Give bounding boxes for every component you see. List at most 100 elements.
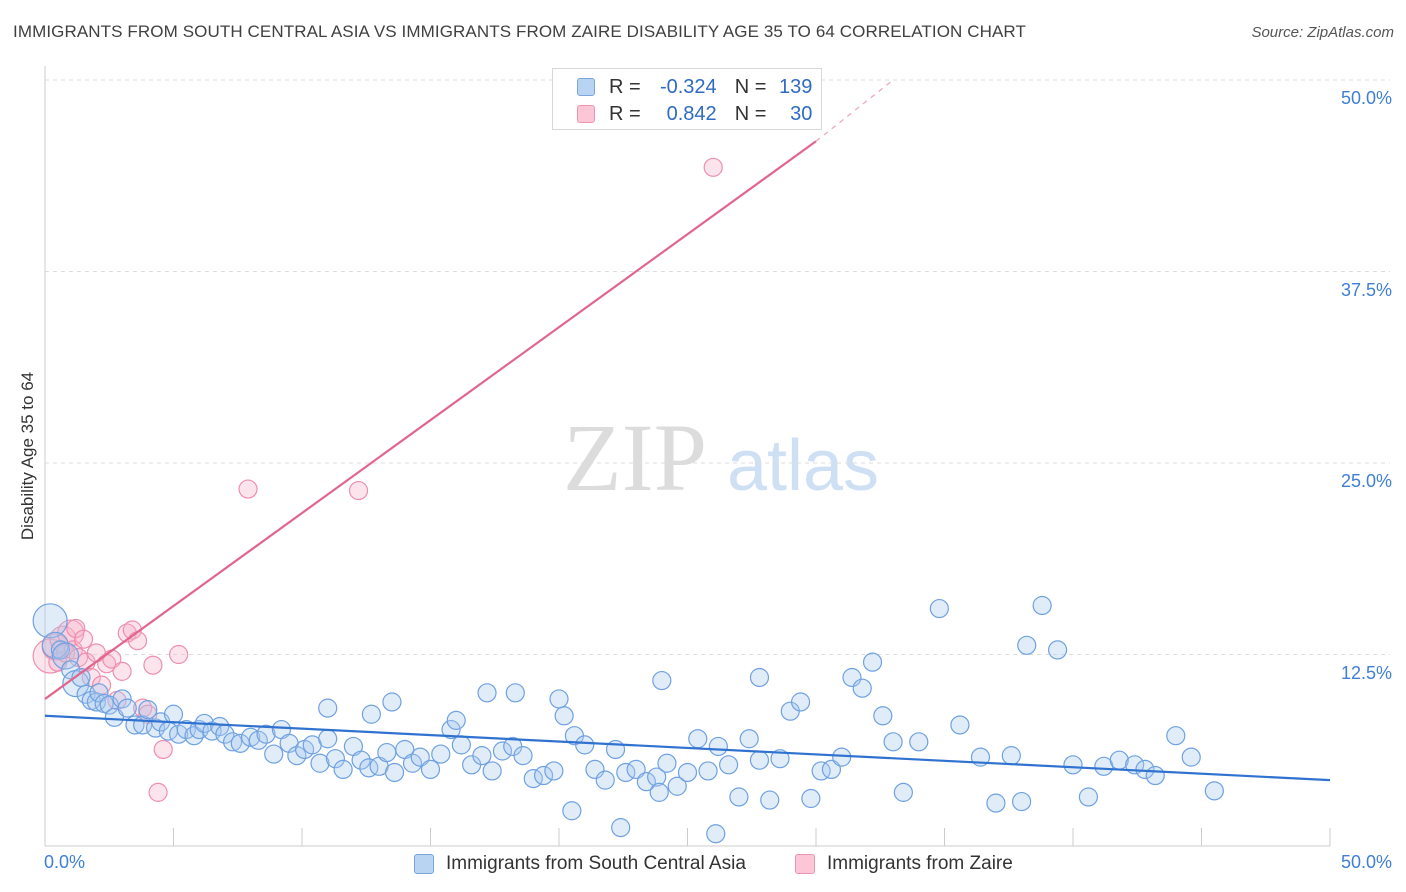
series-south-central-asia-points	[32, 595, 1224, 844]
point-south-central-asia	[562, 801, 582, 821]
legend-n-value: 30	[790, 102, 813, 125]
watermark-atlas: atlas	[727, 426, 879, 506]
point-south-central-asia	[351, 750, 371, 770]
legend-swatch-pink	[795, 854, 815, 874]
point-south-central-asia	[333, 759, 353, 780]
point-south-central-asia	[50, 640, 71, 660]
trendline-south-central-asia	[44, 714, 1331, 782]
legend-r-value: -0.324	[659, 75, 717, 98]
point-south-central-asia	[89, 683, 109, 703]
point-south-central-asia	[138, 700, 158, 720]
point-south-central-asia	[477, 683, 497, 703]
x-tick-label-max: 50.0%	[1340, 852, 1392, 872]
point-south-central-asia	[420, 759, 441, 780]
point-south-central-asia	[811, 761, 831, 781]
point-south-central-asia	[929, 598, 949, 619]
point-south-central-asia	[790, 692, 811, 712]
point-south-central-asia	[264, 744, 284, 764]
point-south-central-asia	[749, 667, 770, 688]
point-south-central-asia	[377, 742, 397, 763]
point-south-central-asia	[382, 692, 402, 712]
point-south-central-asia	[909, 732, 929, 752]
point-south-central-asia	[706, 824, 726, 844]
x-tick-label-min: 0.0%	[44, 852, 86, 872]
point-south-central-asia	[482, 761, 502, 781]
point-south-central-asia	[384, 762, 405, 783]
legend-r-key: R =	[609, 75, 641, 98]
legend-n-key: N =	[734, 75, 767, 98]
point-zaire	[703, 157, 723, 177]
point-south-central-asia	[729, 787, 749, 807]
legend-label-zaire: Immigrants from Zaire	[827, 853, 1013, 874]
point-south-central-asia	[505, 683, 525, 703]
point-south-central-asia	[533, 765, 554, 786]
point-south-central-asia	[549, 689, 569, 709]
point-south-central-asia	[1204, 781, 1224, 801]
point-south-central-asia	[1078, 787, 1099, 807]
point-zaire	[112, 661, 132, 681]
point-south-central-asia	[739, 729, 759, 749]
point-south-central-asia	[1032, 595, 1052, 616]
point-south-central-asia	[554, 706, 574, 726]
point-south-central-asia	[698, 761, 718, 781]
point-south-central-asia	[544, 761, 564, 781]
y-tick-label: 25.0%	[1340, 471, 1392, 491]
point-zaire	[348, 480, 369, 501]
point-south-central-asia	[770, 749, 790, 769]
point-south-central-asia	[611, 818, 631, 838]
watermark-zip: ZIP	[563, 404, 707, 511]
point-south-central-asia	[667, 776, 687, 796]
y-tick-label: 37.5%	[1340, 279, 1392, 300]
chart-title: IMMIGRANTS FROM SOUTH CENTRAL ASIA VS IM…	[13, 22, 1026, 41]
point-south-central-asia	[492, 741, 513, 761]
point-zaire	[148, 782, 168, 802]
series-legend: Immigrants from South Central Asia Immig…	[0, 851, 1406, 877]
point-south-central-asia	[223, 732, 243, 752]
trendline-zaire	[44, 140, 817, 700]
point-south-central-asia	[1063, 755, 1083, 775]
point-south-central-asia	[451, 735, 471, 755]
point-south-central-asia	[760, 790, 780, 810]
point-south-central-asia	[1011, 791, 1032, 812]
point-south-central-asia	[410, 747, 430, 767]
point-south-central-asia	[688, 729, 708, 749]
legend-item-south-central-asia: Immigrants from South Central Asia	[414, 851, 746, 877]
point-zaire	[73, 629, 94, 649]
legend-item-zaire: Immigrants from Zaire	[795, 851, 1013, 877]
point-south-central-asia	[719, 755, 739, 775]
point-south-central-asia	[1145, 765, 1165, 786]
source-note: Source: ZipAtlas.com	[1251, 24, 1394, 41]
trendline-zaire-extension	[815, 79, 894, 142]
point-zaire	[169, 644, 189, 665]
point-south-central-asia	[649, 782, 669, 802]
point-south-central-asia	[595, 770, 615, 790]
point-south-central-asia	[647, 767, 667, 787]
legend-swatch-pink	[577, 105, 595, 123]
point-south-central-asia	[636, 772, 656, 792]
point-south-central-asia	[1001, 746, 1021, 766]
point-south-central-asia	[513, 746, 533, 766]
legend-n-value: 139	[779, 75, 813, 98]
point-south-central-asia	[431, 744, 451, 764]
point-south-central-asia	[1181, 747, 1201, 767]
point-south-central-asia	[117, 698, 137, 718]
y-tick-label: 12.5%	[1340, 662, 1392, 683]
point-zaire	[66, 618, 86, 639]
y-tick-label: 50.0%	[1340, 88, 1392, 108]
point-south-central-asia	[862, 652, 883, 672]
point-zaire	[238, 479, 258, 499]
point-south-central-asia	[51, 642, 80, 670]
legend-r-value: 0.842	[666, 102, 717, 125]
point-south-central-asia	[893, 782, 913, 802]
point-south-central-asia	[359, 758, 379, 778]
point-south-central-asia	[652, 670, 672, 691]
point-zaire	[127, 631, 148, 651]
legend-swatch-blue	[414, 854, 434, 874]
point-south-central-asia	[1166, 726, 1186, 746]
legend-swatch-blue	[577, 78, 595, 96]
point-south-central-asia	[575, 735, 595, 755]
point-zaire	[153, 739, 173, 760]
point-south-central-asia	[986, 793, 1006, 813]
legend-label-south-central-asia: Immigrants from South Central Asia	[446, 853, 746, 874]
point-south-central-asia	[441, 719, 461, 740]
